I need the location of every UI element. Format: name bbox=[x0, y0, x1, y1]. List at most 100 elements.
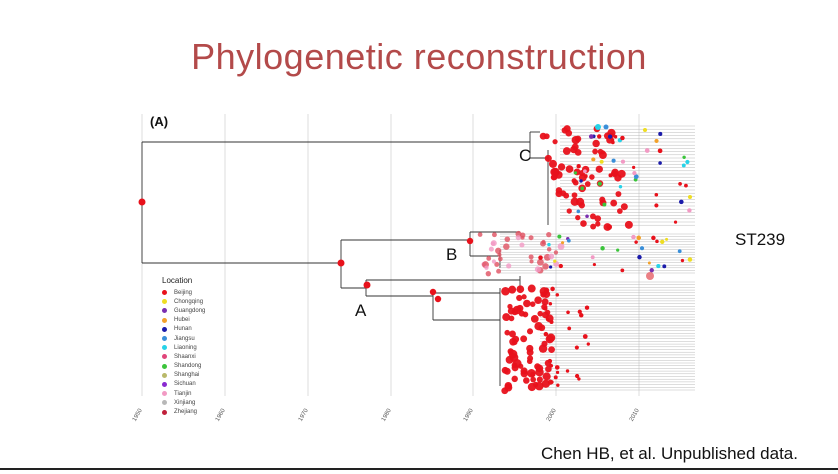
node-dot bbox=[494, 261, 500, 267]
tree-nodes bbox=[138, 124, 693, 395]
node-dot bbox=[631, 234, 636, 240]
node-dot bbox=[599, 159, 604, 164]
node-dot bbox=[643, 128, 647, 132]
node-dot bbox=[617, 169, 626, 178]
node-dot bbox=[636, 235, 642, 241]
node-dot bbox=[527, 284, 536, 293]
node-dot bbox=[138, 198, 146, 206]
node-dot bbox=[488, 246, 494, 252]
node-dot bbox=[516, 285, 525, 294]
tree-branches bbox=[141, 131, 549, 386]
clade-label-c: C bbox=[519, 146, 532, 165]
node-dot bbox=[684, 183, 688, 188]
legend-item: Shandong bbox=[162, 362, 205, 371]
node-dot bbox=[528, 254, 534, 260]
node-dot bbox=[520, 335, 528, 343]
node-dot bbox=[565, 129, 573, 137]
node-dot bbox=[520, 369, 528, 378]
node-dot bbox=[613, 135, 618, 139]
node-dot bbox=[601, 150, 605, 155]
legend-item: Sichuan bbox=[162, 380, 205, 389]
node-dot bbox=[434, 295, 442, 303]
node-dot bbox=[685, 159, 690, 165]
node-dot bbox=[660, 239, 665, 244]
node-dot bbox=[647, 261, 651, 265]
node-dot bbox=[570, 145, 578, 154]
node-dot bbox=[477, 232, 483, 237]
legend-dot-icon bbox=[162, 372, 167, 378]
legend-item: Shaanxi bbox=[162, 352, 205, 361]
node-dot bbox=[637, 254, 642, 260]
node-dot bbox=[682, 155, 686, 159]
node-dot bbox=[590, 223, 597, 230]
node-dot bbox=[546, 247, 552, 252]
legend-label: Beijing bbox=[174, 289, 193, 296]
node-dot bbox=[624, 220, 633, 229]
node-dot bbox=[620, 203, 628, 211]
node-dot bbox=[574, 345, 579, 350]
node-dot bbox=[429, 288, 437, 296]
node-dot bbox=[567, 326, 572, 331]
legend-label: Tianjin bbox=[174, 390, 192, 397]
node-dot bbox=[543, 133, 550, 140]
node-dot bbox=[600, 246, 605, 251]
node-dot bbox=[678, 182, 682, 186]
node-dot bbox=[508, 285, 517, 294]
year-tick-label: 2010 bbox=[629, 407, 641, 422]
slide-title: Phylogenetic reconstruction bbox=[191, 36, 647, 77]
node-dot bbox=[582, 334, 588, 339]
node-dot bbox=[620, 268, 625, 273]
node-dot bbox=[658, 131, 663, 136]
node-dot bbox=[611, 168, 619, 177]
node-dot bbox=[577, 309, 582, 314]
node-dot bbox=[523, 377, 530, 384]
node-dot bbox=[580, 186, 585, 191]
node-dot bbox=[363, 281, 371, 289]
node-dot bbox=[550, 286, 555, 292]
legend-dot-icon bbox=[162, 363, 167, 369]
node-dot bbox=[497, 252, 502, 257]
year-tick-label: 1980 bbox=[381, 407, 393, 422]
node-dot bbox=[548, 346, 555, 354]
node-dot bbox=[543, 287, 550, 293]
legend-label: Chongqing bbox=[174, 298, 204, 305]
node-dot bbox=[544, 309, 551, 316]
node-dot bbox=[602, 202, 607, 207]
legend-item: Beijing bbox=[162, 288, 205, 297]
node-dot bbox=[656, 264, 661, 269]
node-dot bbox=[584, 305, 590, 310]
node-dot bbox=[534, 266, 541, 273]
node-dot bbox=[639, 246, 645, 251]
node-dot bbox=[496, 268, 502, 274]
citation: Chen HB, et al. Unpublished data. bbox=[540, 444, 798, 463]
node-dot bbox=[527, 368, 536, 378]
node-dot bbox=[584, 181, 591, 187]
node-dot bbox=[611, 158, 616, 163]
node-dot bbox=[673, 220, 678, 224]
node-dot bbox=[573, 171, 578, 175]
year-tick-label: 2000 bbox=[546, 407, 558, 422]
node-dot bbox=[595, 124, 601, 130]
node-dot bbox=[537, 310, 544, 317]
node-dot bbox=[646, 272, 654, 280]
node-dot bbox=[509, 330, 516, 338]
node-dot bbox=[555, 370, 560, 375]
node-dot bbox=[544, 154, 552, 162]
node-dot bbox=[503, 367, 511, 375]
node-dot bbox=[579, 179, 583, 183]
node-dot bbox=[491, 259, 497, 264]
node-dot bbox=[575, 214, 581, 221]
legend-item: Guangdong bbox=[162, 306, 205, 315]
node-dot bbox=[574, 135, 582, 143]
node-dot bbox=[485, 270, 492, 277]
node-dot bbox=[679, 199, 684, 205]
legend-dot-icon bbox=[162, 308, 167, 314]
legend-dot-icon bbox=[162, 354, 167, 360]
footer-divider bbox=[0, 468, 838, 470]
node-dot bbox=[484, 265, 489, 270]
node-dot bbox=[632, 165, 636, 170]
node-dot bbox=[576, 164, 581, 169]
node-dot bbox=[516, 294, 523, 302]
node-dot bbox=[542, 372, 551, 381]
node-dot bbox=[651, 235, 656, 241]
